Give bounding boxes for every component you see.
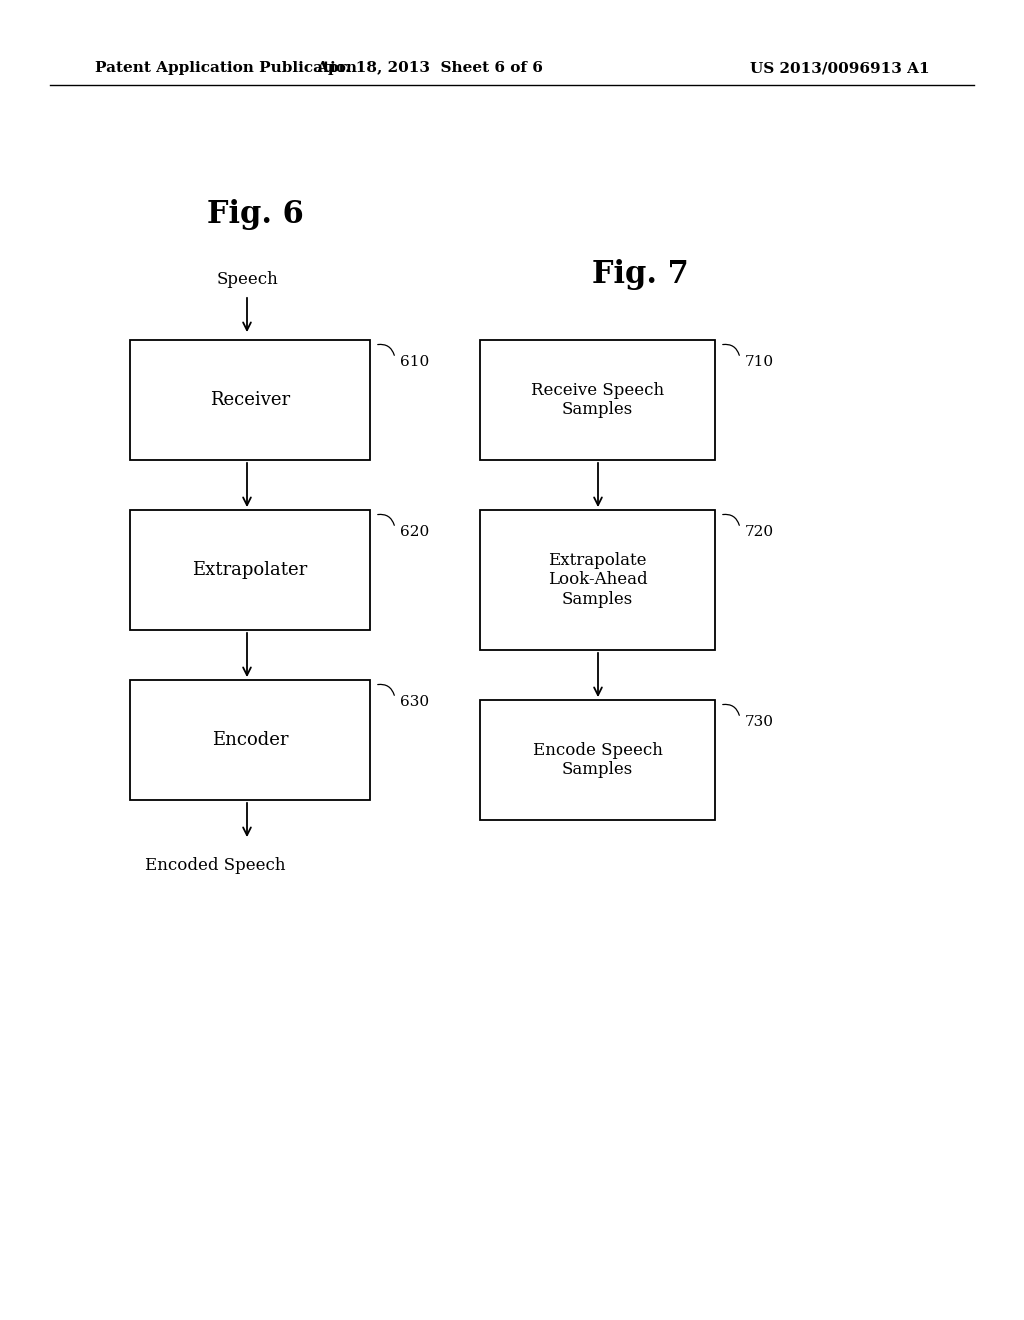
- Text: Encoded Speech: Encoded Speech: [144, 857, 286, 874]
- Text: Encoder: Encoder: [212, 731, 288, 748]
- Text: 720: 720: [745, 525, 774, 539]
- Text: Encode Speech
Samples: Encode Speech Samples: [532, 742, 663, 779]
- Bar: [480, 341, 715, 459]
- Text: Apr. 18, 2013  Sheet 6 of 6: Apr. 18, 2013 Sheet 6 of 6: [316, 61, 544, 75]
- Bar: [480, 700, 715, 820]
- Text: Extrapolater: Extrapolater: [193, 561, 307, 579]
- Text: Speech: Speech: [216, 272, 278, 289]
- Text: 630: 630: [400, 696, 429, 709]
- Text: Fig. 7: Fig. 7: [592, 260, 688, 290]
- Text: Extrapolate
Look-Ahead
Samples: Extrapolate Look-Ahead Samples: [548, 552, 647, 609]
- Text: 620: 620: [400, 525, 429, 539]
- Text: Fig. 6: Fig. 6: [207, 199, 303, 231]
- Text: Receive Speech
Samples: Receive Speech Samples: [530, 381, 664, 418]
- Text: US 2013/0096913 A1: US 2013/0096913 A1: [751, 61, 930, 75]
- Text: Patent Application Publication: Patent Application Publication: [95, 61, 357, 75]
- Bar: [130, 341, 370, 459]
- Text: 610: 610: [400, 355, 429, 370]
- Text: 710: 710: [745, 355, 774, 370]
- Text: 730: 730: [745, 715, 774, 729]
- Bar: [130, 510, 370, 630]
- Text: Receiver: Receiver: [210, 391, 290, 409]
- Bar: [480, 510, 715, 649]
- Bar: [130, 680, 370, 800]
